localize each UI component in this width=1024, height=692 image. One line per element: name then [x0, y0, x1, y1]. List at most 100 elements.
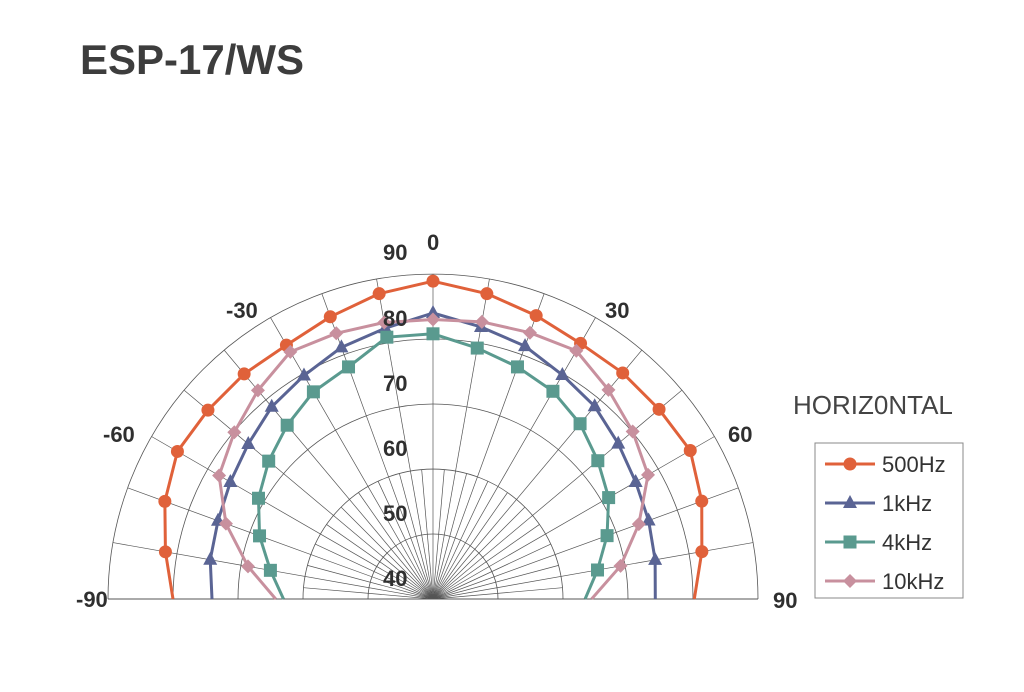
legend-box: [814, 442, 964, 599]
data-point: [652, 402, 666, 416]
legend: 500Hz 1kHz 4kHz 10kHz: [814, 442, 964, 599]
data-point: [555, 366, 570, 380]
data-point: [587, 398, 602, 412]
grid-spoke: [432, 487, 739, 600]
grid-spoke: [151, 436, 434, 600]
data-point: [529, 309, 543, 323]
angle-tick-label: 60: [728, 422, 752, 447]
data-point: [474, 314, 489, 329]
data-point: [306, 385, 320, 399]
data-point: [613, 558, 628, 573]
angle-tick-label: 0: [427, 230, 439, 255]
grid-spoke: [421, 469, 434, 600]
grid-spoke: [358, 492, 434, 600]
radial-tick-label: 80: [383, 306, 407, 331]
grid-spoke: [307, 565, 434, 600]
chart-subtitle: HORIZ0NTAL: [793, 390, 953, 420]
data-point: [591, 563, 605, 577]
data-point: [631, 517, 646, 532]
grid-spoke: [432, 506, 526, 600]
data-point: [241, 435, 256, 449]
data-point: [158, 494, 172, 508]
data-point: [377, 315, 392, 330]
grid-spoke: [399, 473, 434, 600]
data-point: [158, 545, 172, 559]
grid-spoke: [432, 389, 683, 600]
data-point: [611, 435, 626, 449]
grid-spoke: [432, 473, 467, 600]
angle-tick-label: 90: [773, 588, 797, 613]
data-point: [695, 545, 709, 559]
data-point: [695, 494, 709, 508]
data-point: [329, 326, 344, 341]
tick-labels: -90 -60 -30 0 30 60 90 40 50 60 70 80 90: [76, 230, 797, 613]
data-point: [546, 384, 560, 398]
grid-spoke: [183, 389, 434, 600]
data-point: [283, 344, 298, 359]
data-point: [591, 454, 605, 468]
grid-spoke: [303, 587, 434, 600]
grid-spoke: [270, 317, 434, 600]
radial-tick-label: 40: [383, 566, 407, 591]
radial-tick-label: 50: [383, 501, 407, 526]
data-point: [569, 343, 584, 358]
radial-tick-label: 90: [383, 240, 407, 265]
angle-tick-label: -30: [226, 298, 258, 323]
data-point: [253, 529, 267, 543]
data-point: [510, 360, 524, 374]
data-point: [334, 339, 349, 353]
angle-tick-label: -60: [103, 422, 135, 447]
grid-spoke: [432, 565, 559, 600]
data-point: [380, 330, 394, 344]
data-point: [170, 444, 184, 458]
data-point: [203, 551, 218, 565]
series-layer: [158, 274, 709, 600]
data-point: [426, 305, 440, 318]
angle-tick-label: 30: [605, 298, 629, 323]
data-point: [573, 417, 587, 431]
data-point: [250, 383, 265, 398]
legend-label: 4kHz: [882, 530, 932, 555]
grid-spoke: [432, 481, 489, 600]
data-point: [227, 425, 242, 440]
data-point: [264, 398, 279, 412]
data-point: [372, 287, 386, 301]
data-point: [628, 474, 643, 487]
data-point: [251, 491, 265, 505]
data-point: [426, 312, 440, 327]
legend-label: 500Hz: [882, 452, 946, 477]
chart-title: ESP-17/WS: [80, 36, 305, 83]
grid-spoke: [432, 543, 551, 600]
legend-marker: [843, 457, 857, 471]
grid-spoke: [432, 469, 445, 600]
data-point: [518, 338, 533, 352]
grid-spoke: [377, 481, 434, 600]
radial-tick-label: 70: [383, 371, 407, 396]
data-point: [648, 551, 663, 565]
data-point: [522, 325, 537, 340]
grid-spoke: [432, 278, 490, 600]
grid-spoke: [432, 436, 715, 600]
data-point: [237, 367, 251, 381]
grid-spoke: [340, 506, 434, 600]
data-point: [616, 366, 630, 380]
data-point: [601, 382, 616, 397]
data-point: [600, 529, 614, 543]
data-point: [683, 443, 697, 457]
data-point: [201, 403, 215, 417]
data-point: [280, 418, 294, 432]
data-point: [262, 454, 276, 468]
grid-spoke: [432, 587, 563, 600]
data-point: [426, 327, 440, 341]
grid-spoke: [326, 524, 434, 600]
data-point: [470, 341, 484, 355]
grid-spoke: [432, 317, 596, 600]
data-point: [323, 310, 337, 324]
legend-marker: [843, 535, 857, 549]
legend-label: 10kHz: [882, 569, 944, 594]
data-point: [342, 360, 356, 374]
legend-label: 1kHz: [882, 491, 932, 516]
series-10kHz: [212, 312, 656, 600]
data-point: [641, 512, 656, 526]
angle-tick-label: -90: [76, 587, 108, 612]
